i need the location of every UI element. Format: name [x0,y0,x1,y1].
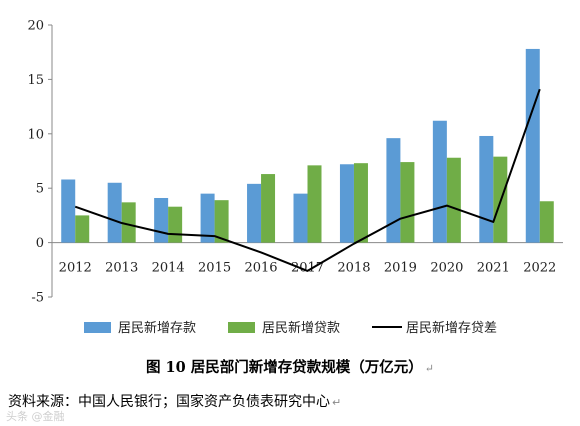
bar-deposit [247,183,262,243]
y-tick-label: 0 [36,236,44,251]
chart-line [74,88,541,272]
bar-loan [121,202,136,243]
bar-loan [75,215,90,243]
x-tick-label: 2013 [105,261,138,276]
bar-loan [214,200,229,243]
x-tick-label: 2015 [198,261,231,276]
chart-bars [61,48,554,243]
y-tick-label: 10 [27,127,44,142]
bar-loan [400,162,415,243]
bar-loan [446,157,461,243]
line-deposit-loan-gap [74,88,541,272]
bar-deposit [61,179,76,243]
legend-item-deposit-swatch [84,322,111,333]
paragraph-mark-icon: ↵ [332,396,342,409]
y-tick-label: 20 [27,19,44,34]
x-tick-label: 2020 [430,261,463,276]
bar-deposit [293,193,308,243]
x-tick-label: 2014 [152,261,185,276]
chart-legend: 居民新增存款 居民新增贷款 居民新增存贷差 [84,320,497,336]
bar-deposit [154,197,169,243]
y-tick-label: -5 [31,291,44,306]
bar-deposit [200,193,215,243]
bar-deposit [339,164,354,243]
x-tick-label: 2012 [59,261,92,276]
legend-item-gap-label: 居民新增存贷差 [406,320,497,336]
y-tick-label: 15 [27,73,44,88]
bar-deposit [525,48,540,243]
bar-loan [539,201,554,243]
figure-caption: 图 10 居民部门新增存贷款规模（万亿元） ↵ [0,356,580,377]
watermark: 头条 @金融 [6,410,65,423]
x-tick-label: 2016 [244,261,277,276]
bar-deposit [386,138,401,243]
legend-item-loan-label: 居民新增贷款 [262,320,340,336]
source-note-text: 资料来源：中国人民银行；国家资产负债表研究中心 [8,394,330,410]
legend-item-loan-swatch [228,322,255,333]
x-tick-label: 2019 [384,261,417,276]
bar-deposit [107,182,122,243]
chart-area: -5 0 5 10 15 20 2012 2013 2014 2015 2016 2017 2018 20… [27,19,563,336]
source-note: 资料来源：中国人民银行；国家资产负债表研究中心 ↵ [8,391,341,411]
bar-deposit [432,120,447,243]
x-tick-label: 2017 [291,261,324,276]
paragraph-mark-icon: ↵ [424,362,434,375]
x-tick-label: 2021 [477,261,510,276]
bar-loan [353,163,368,243]
bar-loan [307,165,322,243]
x-tick-label: 2022 [523,261,556,276]
bar-loan [168,206,183,243]
y-tick-label: 5 [36,182,44,197]
bar-deposit [479,135,494,243]
x-tick-label: 2018 [337,261,370,276]
figure-caption-text: 图 10 居民部门新增存贷款规模（万亿元） [146,359,423,376]
chart-axes: -5 0 5 10 15 20 2012 2013 2014 2015 2016 2017 2018 20… [27,19,563,306]
bar-loan [261,174,276,243]
legend-item-deposit-label: 居民新增存款 [118,320,196,336]
